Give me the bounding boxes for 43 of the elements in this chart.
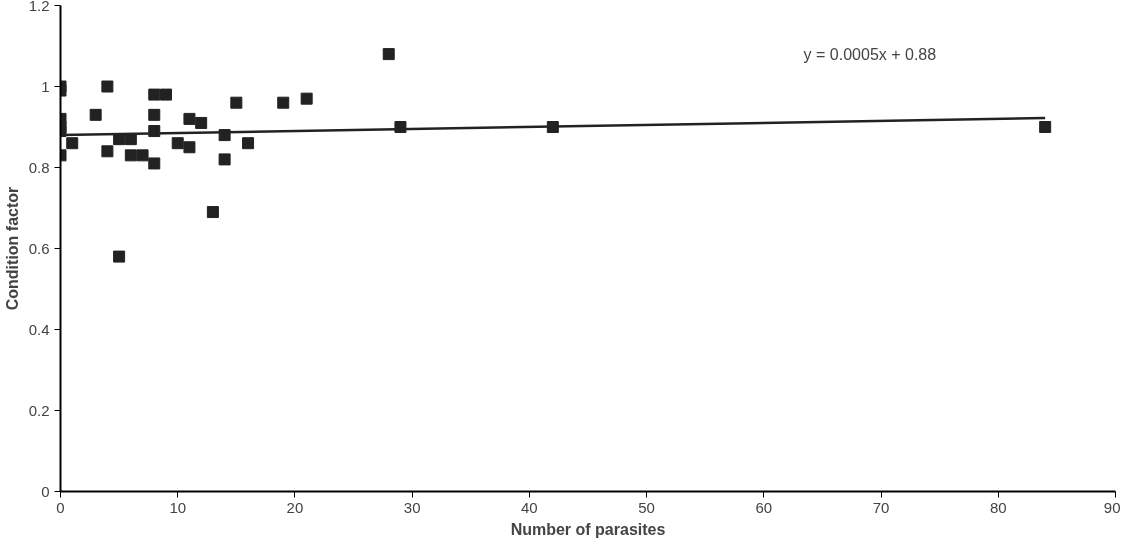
x-tick-label: 90 <box>1103 498 1121 516</box>
y-tick-label: 0.8 <box>28 158 50 176</box>
point <box>66 137 79 150</box>
y-tick-label: 0 <box>41 482 50 500</box>
point <box>183 141 196 154</box>
x-tick-label: 60 <box>755 498 773 516</box>
point <box>136 149 149 162</box>
y-tick-label: 0.2 <box>28 401 50 419</box>
point <box>382 48 395 61</box>
point <box>101 80 114 93</box>
point <box>148 157 161 170</box>
point <box>183 112 196 125</box>
point <box>89 108 102 121</box>
point <box>1039 121 1052 133</box>
x-tick-label: 0 <box>56 498 65 516</box>
point <box>113 250 126 263</box>
point <box>148 108 161 121</box>
x-tick-label: 10 <box>169 498 187 516</box>
point <box>101 145 114 158</box>
point <box>300 92 313 105</box>
point <box>171 137 184 150</box>
point <box>124 149 137 162</box>
point <box>230 96 243 109</box>
point <box>277 96 290 109</box>
x-axis-title: Number of parasites <box>510 520 666 538</box>
x-tick-label: 20 <box>286 498 304 516</box>
point <box>206 206 219 219</box>
point <box>160 88 172 101</box>
y-tick-label: 1 <box>41 77 50 95</box>
point <box>195 116 208 129</box>
y-tick-label: 0.4 <box>28 320 50 338</box>
x-tick-label: 30 <box>403 498 421 516</box>
x-tick-label: 80 <box>989 498 1007 516</box>
y-axis-title: Condition factor <box>3 186 21 311</box>
x-tick-label: 70 <box>872 498 890 516</box>
point <box>218 153 231 166</box>
annotation: y = 0.0005x + 0.88 <box>803 45 937 63</box>
x-tick-label: 50 <box>638 498 655 516</box>
y-tick-label: 0.6 <box>28 239 50 257</box>
point <box>242 137 255 150</box>
y-tick-label: 1.2 <box>28 0 50 14</box>
point <box>148 88 161 101</box>
x-tick-label: 40 <box>521 498 538 516</box>
